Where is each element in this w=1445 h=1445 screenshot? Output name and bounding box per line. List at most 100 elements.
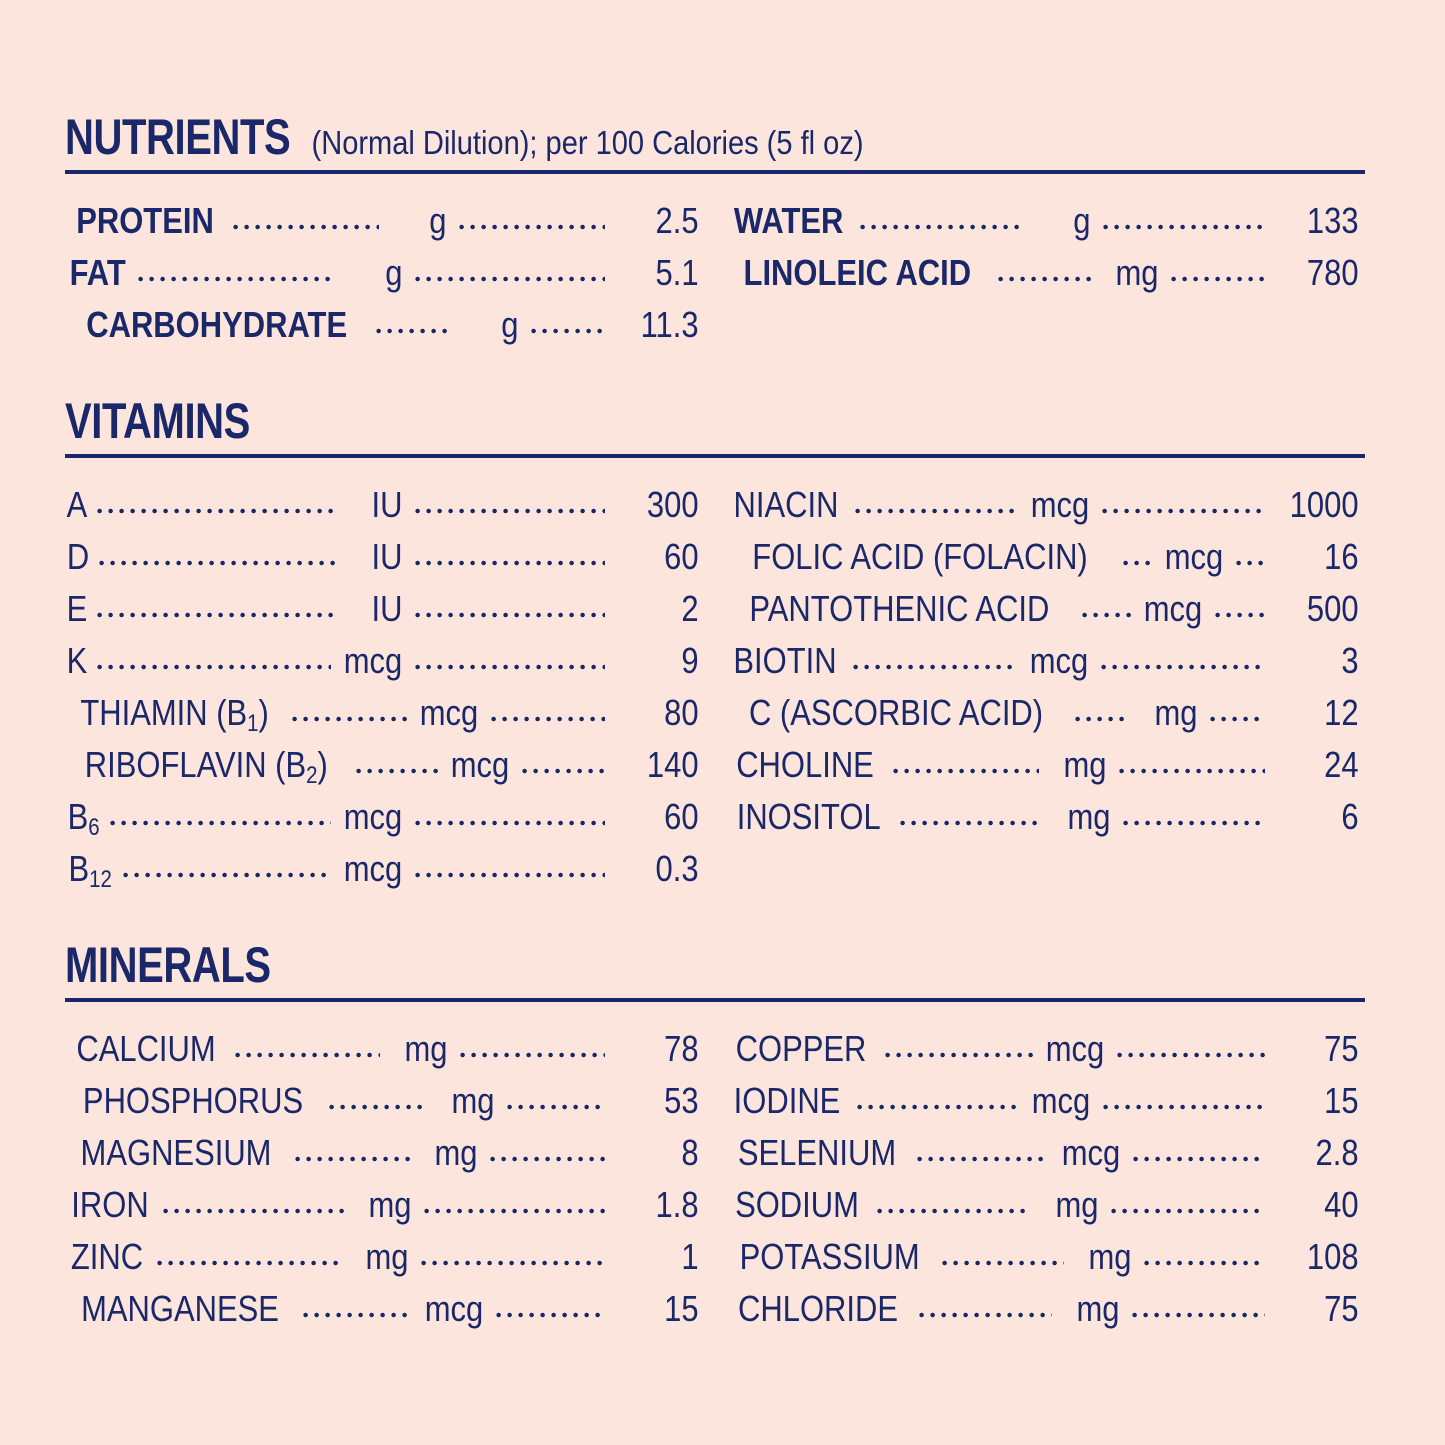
nutrient-unit: mg [1055, 1184, 1099, 1225]
section-divider [65, 170, 1365, 174]
nutrient-value: 0.3 [655, 848, 699, 889]
dot-leader [415, 487, 605, 517]
nutrient-value: 9 [681, 640, 699, 681]
nutrient-name: FOLIC ACID (FOLACIN) [752, 536, 1088, 577]
nutrient-row: RIBOFLAVIN (B2) mcg 140 [65, 744, 705, 796]
nutrient-unit: mg [1063, 744, 1107, 785]
dot-leader [1119, 747, 1265, 777]
nutrient-row: IODINE mcg 15 [725, 1080, 1365, 1132]
nutrient-unit: mcg [419, 692, 478, 733]
nutrient-row: MANGANESE mcg 15 [65, 1288, 705, 1340]
nutrient-value: 80 [664, 692, 699, 733]
nutrient-value: 16 [1324, 536, 1359, 577]
nutrient-unit: mg [1076, 1288, 1120, 1329]
dot-leader [1133, 1135, 1265, 1165]
nutrient-name: B6 [67, 796, 100, 841]
section-title: MINERALS [65, 937, 271, 993]
nutrient-name: A [66, 484, 88, 525]
dot-leader [415, 591, 605, 621]
nutrient-name: PHOSPHORUS [82, 1080, 304, 1121]
nutrient-value: 1.8 [655, 1184, 699, 1225]
nutrient-row: WATER g 133 [725, 200, 1365, 252]
nutrient-value: 300 [646, 484, 699, 525]
nutrient-row: B12 mcg 0.3 [65, 848, 705, 900]
dot-leader [1171, 255, 1265, 285]
dot-leader [885, 1031, 1033, 1061]
dot-leader [1111, 1187, 1265, 1217]
nutrient-row: C (ASCORBIC ACID) mg 12 [725, 692, 1365, 744]
nutrient-name: MAGNESIUM [80, 1132, 272, 1173]
section-columns: PROTEIN g 2.5 FAT g 5.1 CARBOHYDRATE g 11.3 WATER… [65, 200, 1365, 356]
nutrient-unit: mg [1154, 692, 1198, 733]
dot-leader [415, 851, 605, 881]
dot-leader [376, 307, 452, 337]
dot-leader [459, 203, 606, 233]
section-divider [65, 998, 1365, 1002]
nutrient-value: 5.1 [655, 252, 699, 293]
dot-leader [507, 1083, 606, 1113]
nutrient-value: 60 [664, 536, 699, 577]
dot-leader [415, 255, 605, 285]
nutrient-unit: mcg [1045, 1028, 1105, 1069]
section-title: VITAMINS [65, 393, 250, 449]
nutrient-unit: g [429, 200, 447, 241]
dot-leader [1117, 1031, 1265, 1061]
dot-leader [997, 255, 1092, 285]
nutrient-name: ZINC [70, 1236, 144, 1277]
nutrient-name: CHOLINE [736, 744, 874, 785]
section-heading-nutrients: NUTRIENTS (Normal Dilution); per 100 Calo… [65, 112, 1365, 163]
dot-leader [97, 643, 331, 673]
nutrient-unit: g [385, 252, 403, 293]
dot-leader [1102, 487, 1265, 517]
nutrient-unit: mcg [424, 1288, 484, 1329]
dot-leader [496, 1291, 605, 1321]
dot-leader [1132, 1291, 1265, 1321]
nutrient-value: 1 [681, 1236, 699, 1277]
nutrient-row: PHOSPHORUS mg 53 [65, 1080, 705, 1132]
nutrient-row: MAGNESIUM mg 8 [65, 1132, 705, 1184]
section-divider [65, 454, 1365, 458]
nutrient-unit: mg [1115, 252, 1159, 293]
nutrient-unit: mcg [1030, 484, 1090, 525]
nutrient-name: LINOLEIC ACID [743, 252, 972, 293]
dot-leader [1101, 643, 1265, 673]
column-left: CALCIUM mg 78 PHOSPHORUS mg 53 MAGNESIUM mg 8 IRO… [65, 1028, 705, 1340]
dot-leader [329, 1083, 428, 1113]
nutrient-name: BIOTIN [733, 640, 837, 681]
dot-leader [1215, 591, 1265, 621]
nutrient-row: CALCIUM mg 78 [65, 1028, 705, 1080]
nutrient-name: THIAMIN (B1) [80, 692, 269, 737]
nutrient-row: INOSITOL mg 6 [725, 796, 1365, 848]
nutrient-unit: mg [404, 1028, 448, 1069]
nutrient-value: 8 [681, 1132, 699, 1173]
dot-leader [235, 1031, 380, 1061]
nutrient-unit: mcg [1061, 1132, 1121, 1173]
nutrient-unit: g [1072, 200, 1091, 241]
nutrient-name: POTASSIUM [739, 1236, 920, 1277]
dot-leader [421, 1239, 605, 1269]
nutrient-row: SODIUM mg 40 [725, 1184, 1365, 1236]
nutrient-unit: mg [434, 1132, 478, 1173]
nutrient-value: 6 [1341, 796, 1359, 837]
dot-leader [157, 1239, 341, 1269]
dot-leader [1102, 203, 1266, 233]
dot-leader [490, 1135, 606, 1165]
dot-leader [97, 487, 335, 517]
dot-leader [415, 539, 605, 569]
dot-leader [1123, 539, 1152, 569]
dot-leader [522, 747, 605, 777]
row-spacer [65, 174, 1365, 200]
dot-leader [1081, 591, 1132, 621]
nutrient-name: CARBOHYDRATE [86, 304, 348, 345]
dot-leader [900, 799, 1044, 829]
dot-leader [919, 1291, 1052, 1321]
nutrient-row: BIOTIN mcg 3 [725, 640, 1365, 692]
nutrient-row: POTASSIUM mg 108 [725, 1236, 1365, 1288]
section-heading-vitamins: VITAMINS [65, 396, 1365, 447]
nutrient-unit: mcg [451, 744, 510, 785]
dot-leader [110, 799, 331, 829]
row-spacer [65, 1002, 1365, 1028]
dot-leader [853, 643, 1017, 673]
dot-leader [1075, 695, 1131, 725]
